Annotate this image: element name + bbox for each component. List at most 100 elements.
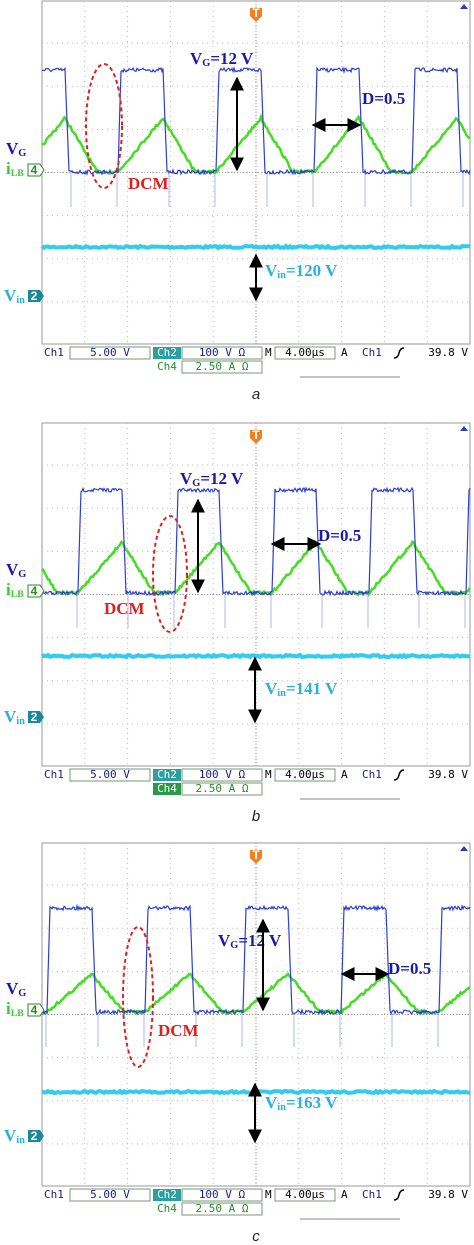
status-value: 4.00µs	[285, 346, 325, 359]
status-label: Ch1	[44, 768, 64, 781]
text-part: V	[4, 286, 17, 305]
text-part: =12 V	[200, 469, 244, 488]
trigger-label: T	[252, 6, 260, 20]
text-part: V	[180, 469, 193, 488]
status-label: M	[265, 768, 272, 781]
status-value: 39.8 V	[428, 1188, 468, 1201]
status-box	[69, 1188, 151, 1202]
text-part: V	[6, 979, 19, 998]
text-part: =141 V	[286, 679, 338, 698]
ch4-tag	[153, 783, 181, 795]
status-label: Ch2	[157, 768, 177, 781]
status-label: Ch1	[362, 346, 382, 359]
text-part: G	[192, 478, 200, 489]
text-part: in	[277, 270, 286, 281]
ch4-tag	[153, 361, 181, 373]
status-value: 5.00 V	[90, 1188, 130, 1201]
text-part: LB	[11, 168, 25, 179]
text-part: V	[265, 261, 278, 280]
ch4-badge-label: 4	[31, 1003, 38, 1017]
vin-label: Vin	[4, 286, 25, 306]
duty-annotation: D=0.5	[362, 89, 405, 108]
text-part: G	[230, 940, 238, 951]
status-value: 39.8 V	[428, 768, 468, 781]
text-part: in	[277, 688, 286, 699]
vg-trace	[41, 65, 471, 177]
vg-annotation: VG=12 V	[218, 931, 282, 951]
ilb-label: iLB	[6, 159, 24, 179]
text-part: V	[265, 679, 278, 698]
text-part: =163 V	[286, 1093, 338, 1112]
text-part: i	[6, 580, 11, 599]
text-part: V	[265, 1093, 278, 1112]
slope-icon	[393, 769, 405, 781]
ilb-label: iLB	[6, 580, 24, 600]
trigger-marker	[250, 8, 262, 22]
status-box	[181, 1202, 263, 1216]
status-value: 39.8 V	[428, 346, 468, 359]
ch2-badge-label: 2	[31, 710, 38, 724]
status-box	[181, 1188, 263, 1202]
status-value: 100 V Ω	[199, 346, 246, 359]
text-part: in	[16, 295, 25, 306]
status-box	[274, 768, 336, 782]
vin-trace	[40, 652, 471, 660]
status-box	[181, 360, 263, 374]
vg-trace	[41, 903, 471, 1016]
text-part: V	[6, 560, 19, 579]
ch2-badge	[28, 290, 44, 302]
vin-annotation: Vin=163 V	[265, 1093, 338, 1113]
status-box	[274, 1188, 336, 1202]
slope-icon	[393, 1189, 405, 1201]
vin-label: Vin	[4, 707, 25, 727]
ch2-badge	[28, 711, 44, 723]
dcm-ellipse	[85, 63, 123, 189]
vg-label: VG	[6, 560, 26, 580]
status-label: Ch4	[157, 782, 177, 795]
status-value: 4.00µs	[285, 1188, 325, 1201]
status-value: 100 V Ω	[199, 768, 246, 781]
text-part: V	[190, 49, 203, 68]
dcm-annotation: DCM	[128, 174, 169, 193]
text-part: LB	[11, 589, 25, 600]
caption: b	[252, 808, 260, 825]
status-box	[181, 782, 263, 796]
ilb-trace	[42, 112, 471, 175]
status-label: Ch4	[157, 360, 177, 373]
status-value: 2.50 A Ω	[196, 360, 249, 373]
corner-marker	[460, 846, 468, 851]
text-part: in	[16, 716, 25, 727]
ch2-tag	[153, 769, 181, 781]
vg-annotation: VG=12 V	[190, 49, 254, 69]
status-box	[181, 346, 263, 360]
duty-annotation: D=0.5	[388, 959, 431, 978]
ch4-tag	[153, 1203, 181, 1215]
text-part: V	[4, 707, 17, 726]
trigger-label: T	[252, 848, 260, 862]
text-part: G	[18, 988, 26, 999]
status-label: A	[341, 346, 348, 359]
status-label: Ch1	[362, 768, 382, 781]
vg-label: VG	[6, 979, 26, 999]
vg-trace	[41, 486, 471, 597]
status-label: Ch2	[157, 1188, 177, 1201]
vin-annotation: Vin=120 V	[265, 261, 338, 281]
text-part: G	[202, 58, 210, 69]
caption: c	[252, 1228, 260, 1245]
text-part: V	[6, 139, 19, 158]
status-label: M	[265, 1188, 272, 1201]
corner-marker	[460, 4, 468, 9]
status-label: Ch1	[44, 346, 64, 359]
trigger-marker	[250, 850, 262, 864]
dcm-ellipse	[122, 926, 154, 1068]
text-part: =12 V	[210, 49, 254, 68]
trigger-marker	[250, 430, 262, 444]
slope-icon	[393, 347, 405, 359]
ch2-tag	[153, 347, 181, 359]
status-value: 5.00 V	[90, 346, 130, 359]
text-part: in	[277, 1102, 286, 1113]
status-label: M	[265, 346, 272, 359]
